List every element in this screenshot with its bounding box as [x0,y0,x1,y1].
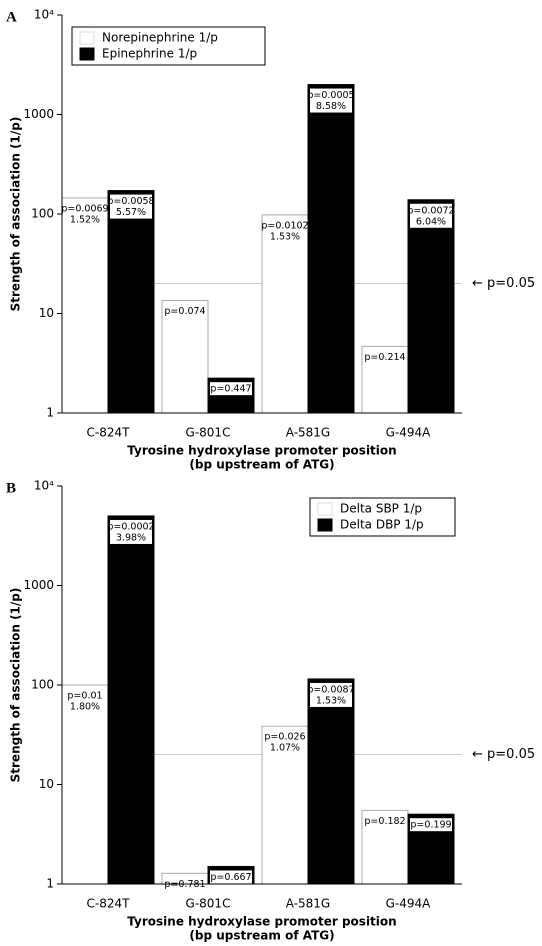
p-label: p=0.182 [364,816,405,827]
y-tick-label: 1 [46,406,54,420]
x-tick-label: C-824T [87,897,131,911]
x-axis-label: (bp upstream of ATG) [189,458,334,472]
p-label: p=0.0102 [261,220,308,231]
legend-swatch [317,518,333,532]
legend-swatch [79,47,95,61]
x-tick-label: G-801C [186,426,231,440]
x-tick-label: G-801C [186,897,231,911]
x-tick-label: G-494A [386,426,432,440]
p-label: p=0.447 [210,384,251,395]
legend-swatch [317,502,333,516]
p-label: p=0.199 [410,820,451,831]
label-box [410,818,452,832]
label-box [110,519,152,544]
label-box [110,194,152,219]
p-label: p=0.214 [364,352,405,363]
bar [61,684,109,885]
legend-box [309,497,456,537]
p-label: p=0.074 [164,306,205,317]
x-tick-label: A-581G [286,426,330,440]
bar [361,809,409,885]
pct-label: 1.53% [316,695,346,706]
pct-label: 1.80% [70,702,100,713]
y-tick-label: 10⁴ [34,8,54,22]
x-tick-label: C-824T [87,426,131,440]
pct-label: 1.53% [270,231,300,242]
legend-label: Epinephrine 1/p [102,47,197,61]
p-label: p=0.0072 [407,205,454,216]
pct-label: 5.57% [116,207,146,218]
p-label: p=0.667 [210,872,251,883]
label-box [410,203,452,228]
p-label: p=0.0002 [107,521,154,532]
bar [307,84,355,414]
p-label: p=0.0087 [307,684,354,695]
bar [161,300,209,414]
label-box [210,382,252,396]
y-tick-label: 1 [46,877,54,891]
p-label: p=0.026 [264,732,305,743]
bar [407,199,455,414]
p-label: p=0.01 [67,691,102,702]
legend-swatch [79,31,95,45]
legend-label: Delta DBP 1/p [340,518,424,532]
x-axis-label: Tyrosine hydroxylase promoter position [127,915,396,929]
bar [61,197,109,414]
pct-label: 6.04% [416,216,446,227]
pct-label: 3.98% [116,532,146,543]
x-tick-label: G-494A [386,897,432,911]
label-box [310,88,352,113]
pct-label: 1.07% [270,743,300,754]
y-tick-label: 1000 [23,107,54,121]
pct-label: 8.58% [316,101,346,112]
legend-label: Norepinephrine 1/p [102,31,218,45]
reference-label: ← p=0.05 [472,276,535,291]
legend-box [71,26,266,66]
p-label: p=0.0069 [61,203,108,214]
panel-letter: B [6,480,16,496]
y-tick-label: 100 [31,207,54,221]
label-box [310,682,352,707]
y-tick-label: 10 [39,777,54,791]
y-axis-label: Strength of association (1/p) [9,588,23,783]
p-label: p=0.0005 [307,90,354,101]
y-tick-label: 100 [31,678,54,692]
y-axis-label: Strength of association (1/p) [9,117,23,312]
pct-label: 1.52% [70,214,100,225]
y-tick-label: 1000 [23,578,54,592]
y-tick-label: 10 [39,306,54,320]
x-axis-label: Tyrosine hydroxylase promoter position [127,444,396,458]
bar [107,515,155,885]
label-box [210,870,252,884]
y-tick-label: 10⁴ [34,479,54,493]
x-tick-label: A-581G [286,897,330,911]
bar [307,678,355,885]
reference-label: ← p=0.05 [472,747,535,762]
p-label: p=0.0058 [107,196,154,207]
panel-letter: A [6,9,17,25]
bar [261,725,309,885]
bar [261,214,309,414]
x-axis-label: (bp upstream of ATG) [189,929,334,943]
bar [107,190,155,414]
legend-label: Delta SBP 1/p [340,502,422,516]
